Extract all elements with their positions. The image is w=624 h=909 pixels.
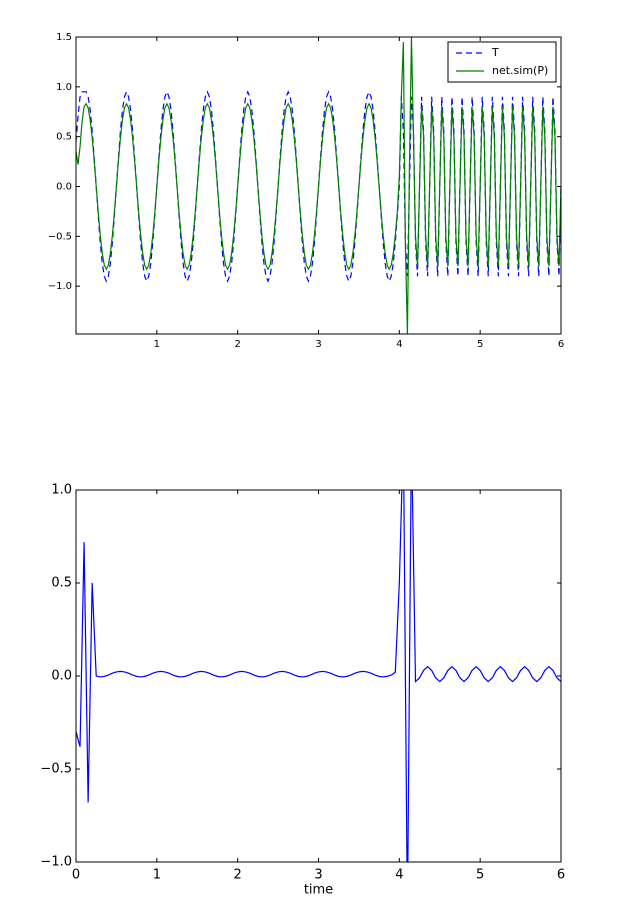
- x-tick-label: 4: [395, 868, 403, 883]
- x-tick-label: 2: [234, 339, 240, 350]
- x-tick-label: 6: [558, 339, 564, 350]
- data-line: [76, 37, 561, 334]
- x-tick-label: 3: [315, 339, 321, 350]
- y-tick-label: −1.0: [48, 281, 72, 292]
- legend-box: [447, 41, 557, 83]
- y-tick-label: 0.0: [56, 181, 72, 192]
- x-tick-label: 3: [314, 868, 322, 883]
- data-line: [76, 490, 561, 862]
- y-tick-label: −1.0: [40, 855, 72, 870]
- y-tick-label: 0.5: [51, 576, 72, 591]
- x-axis-label: time: [304, 883, 333, 898]
- y-tick-label: −0.5: [48, 231, 72, 242]
- legend-label: T: [491, 46, 499, 59]
- x-tick-label: 1: [154, 339, 160, 350]
- y-tick-label: 1.0: [56, 82, 72, 93]
- y-tick-label: −0.5: [40, 762, 72, 777]
- y-tick-label: 0.5: [56, 132, 72, 143]
- x-tick-label: 5: [477, 339, 483, 350]
- legend-label: net.sim(P): [492, 64, 548, 77]
- x-tick-label: 2: [234, 868, 242, 883]
- y-tick-label: 1.0: [51, 483, 72, 498]
- x-tick-label: 4: [396, 339, 402, 350]
- x-tick-label: 1: [153, 868, 161, 883]
- x-tick-label: 6: [557, 868, 565, 883]
- x-tick-label: 0: [72, 868, 80, 883]
- y-tick-label: 1.5: [56, 32, 72, 43]
- y-tick-label: 0.0: [51, 669, 72, 684]
- x-tick-label: 5: [476, 868, 484, 883]
